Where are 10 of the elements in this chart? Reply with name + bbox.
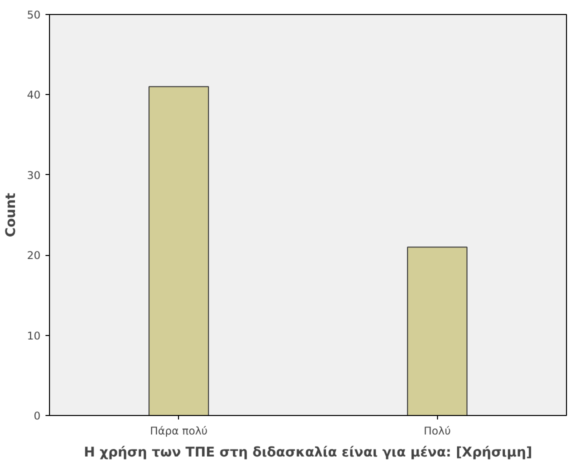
y-tick-label: 0 bbox=[34, 410, 41, 422]
y-tick-label: 30 bbox=[26, 168, 41, 182]
x-axis-title: Η χρήση των ΤΠΕ στη διδασκαλία είναι για μένα: [Χρήσιμη] bbox=[84, 446, 532, 460]
y-tick-label: 50 bbox=[26, 8, 41, 22]
y-tick-label: 10 bbox=[26, 329, 41, 342]
x-tick-label: Πάρα πολύ bbox=[150, 424, 208, 438]
y-tick-label: 40 bbox=[26, 88, 41, 102]
y-tick-label: 20 bbox=[26, 249, 41, 262]
x-tick-label: Πολύ bbox=[424, 424, 451, 438]
y-axis-title: Count bbox=[4, 192, 19, 238]
